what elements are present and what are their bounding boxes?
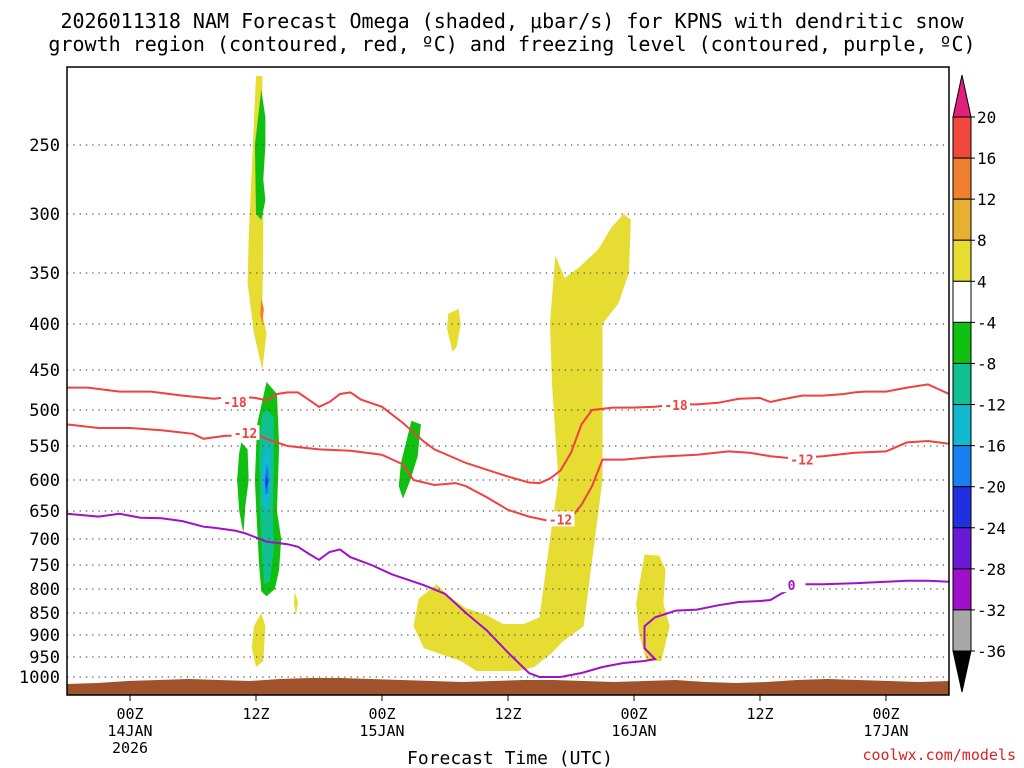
colorbar-bin [952,321,972,364]
contour-label-bg [231,425,260,441]
colorbar-bin [952,404,972,447]
colorbar-top-arrow [952,74,972,118]
contour-label: -12 [549,513,572,528]
y-tick-label: 900 [29,626,60,646]
x-tick-label: 12Z [242,705,269,723]
contour-label: -18 [664,399,688,414]
colorbar-label: 12 [977,190,996,209]
omega-region [251,613,266,667]
colorbar-bin [952,362,972,406]
x-tick-label: 00Z [620,705,647,723]
colorbar-label: -32 [977,601,1006,620]
x-axis-label: Forecast Time (UTC) [407,748,613,768]
terrain-fill [67,678,949,695]
x-tick-label: 15JAN [359,722,404,740]
contour-label: -12 [234,427,257,442]
y-tick-label: 700 [29,530,60,550]
omega-region [237,442,249,534]
y-tick-label: 750 [29,556,60,576]
omega-region [293,591,298,616]
contour-label: -18 [223,396,247,411]
contour-line [67,423,949,523]
omega-region [413,214,631,671]
contour-label-bg [777,577,806,593]
y-tick-label: 850 [29,604,60,624]
x-tick-label: 00Z [368,705,395,723]
y-tick-label: 350 [29,264,60,284]
plot-frame [66,66,950,696]
contour-label-bg [546,511,575,527]
y-tick-label: 300 [29,205,60,225]
colorbar-bin [952,198,972,241]
colorbar-bottom-arrow [952,650,972,693]
x-tick-label: 00Z [872,705,899,723]
contour-label: 0 [788,579,796,594]
colorbar-bin [952,568,972,611]
plot-clipped: -18 -18 -12 -12 -12 0 [67,76,949,695]
colorbar-bin [952,116,972,159]
contour-label-bg [788,451,816,467]
y-tick-label: 800 [29,580,60,600]
x-tick-label: 12Z [746,705,773,723]
y-tick-label: 950 [29,648,60,668]
omega-region [636,554,670,661]
x-tick-label: 00Z [116,705,143,723]
colorbar-label: -16 [977,437,1006,456]
y-tick-label: 600 [29,471,60,491]
contour-line [67,512,949,678]
omega-region [265,474,269,490]
colorbar-label: -8 [977,354,996,373]
x-tick-label: 14JAN [107,722,152,740]
colorbar-bin [952,609,972,652]
colorbar-bin [952,527,972,570]
watermark: coolwx.com/models [862,746,1016,764]
x-tick-label: 17JAN [863,722,908,740]
colorbar-label: 8 [977,231,987,250]
colorbar-label: -4 [977,313,996,332]
x-tick-label: 16JAN [611,722,656,740]
x-tick-label: 12Z [494,705,521,723]
y-tick-label: 650 [29,502,60,522]
colorbar-bin [952,486,972,529]
colorbar-label: 4 [977,272,987,291]
y-tick-label: 550 [29,437,60,457]
y-tick-label: 450 [29,361,60,381]
y-tick-label: 1000 [19,668,60,688]
contour-line [67,383,949,485]
y-tick-label: 250 [29,136,60,156]
omega-region [398,420,421,499]
colorbar-label: -20 [977,478,1006,497]
contour-label-bg [221,394,249,409]
colorbar-bin [952,157,972,200]
chart-title-line-1: 2026011318 NAM Forecast Omega (shaded, μ… [60,9,964,33]
colorbar-bin [952,280,972,323]
plot-area: -18 -18 -12 -12 -12 0 250 300 350 400 450 500 550 600… [19,66,950,757]
colorbar-label: 16 [977,149,996,168]
x-tick-label: 2026 [112,739,148,757]
colorbar-label: -36 [977,642,1006,661]
colorbar-label: -24 [977,519,1006,538]
y-tick-label: 400 [29,315,60,335]
contour-label: -12 [790,454,813,469]
omega-region [254,89,266,220]
colorbar-bin [952,445,972,488]
y-tick-label: 500 [29,401,60,421]
colorbar-label: 20 [977,108,996,127]
contour-label-bg [662,397,690,413]
colorbar-bin [952,239,972,282]
colorbar: 20 16 12 8 4 -4 -8 -12 -16 -20 -24 -28 -32 -36 [952,74,1006,693]
omega-region [260,298,264,324]
colorbar-label: -12 [977,396,1006,415]
colorbar-label: -28 [977,560,1006,579]
chart-title-line-2: growth region (contoured, red, ºC) and f… [48,32,976,56]
omega-region [447,308,461,352]
